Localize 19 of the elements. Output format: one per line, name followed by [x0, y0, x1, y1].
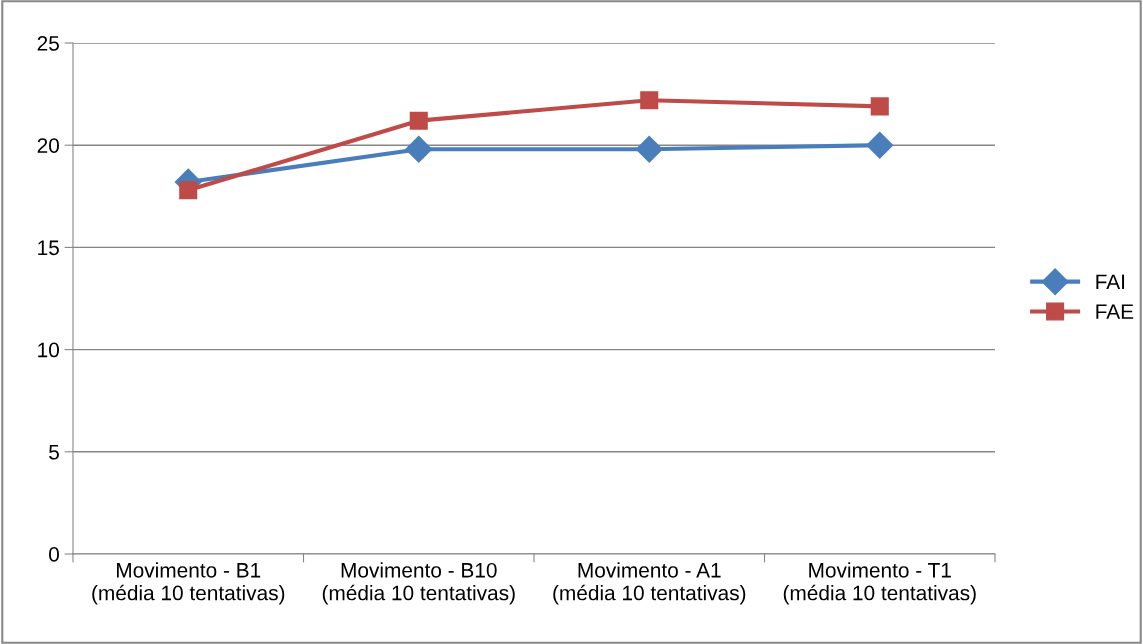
y-tick-label: 25: [37, 36, 59, 51]
y-tick-label: 5: [49, 445, 59, 460]
point: [640, 91, 659, 110]
y-tick-label: 15: [38, 240, 59, 256]
x-tick-label: Movimento - A1 (média 10 tentativas): [553, 562, 746, 605]
x-tick-label: Movimento - B1 (média 10 tentativas): [92, 562, 285, 605]
y-tick-label: 10: [38, 342, 59, 358]
point: [409, 111, 428, 130]
point: [866, 131, 894, 159]
legend-label: FAI: [1096, 274, 1125, 289]
x-tick-label: Movimento - T1 (média 10 tentativas): [783, 562, 976, 605]
x-tick-label: Movimento - B10 (média 10 tentativas): [322, 562, 515, 605]
y-tick-label: 20: [37, 138, 59, 153]
point: [870, 97, 889, 116]
point: [179, 181, 198, 200]
y-tick-label: 0: [49, 547, 59, 562]
point: [635, 135, 663, 163]
point: [405, 135, 433, 163]
legend-label: FAE: [1096, 304, 1134, 319]
